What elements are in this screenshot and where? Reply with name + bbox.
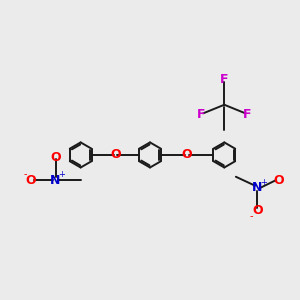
- Text: +: +: [260, 178, 267, 187]
- Text: F: F: [220, 73, 229, 86]
- Text: +: +: [58, 169, 65, 178]
- Text: O: O: [182, 148, 192, 161]
- Text: -: -: [250, 212, 253, 221]
- Text: F: F: [197, 108, 206, 121]
- Text: O: O: [274, 174, 284, 187]
- Text: F: F: [243, 108, 251, 121]
- Text: O: O: [26, 174, 36, 187]
- Text: O: O: [110, 148, 121, 161]
- Text: -: -: [23, 169, 27, 179]
- Text: N: N: [50, 174, 61, 187]
- Text: O: O: [252, 204, 262, 217]
- Text: N: N: [252, 182, 262, 194]
- Text: O: O: [50, 151, 61, 164]
